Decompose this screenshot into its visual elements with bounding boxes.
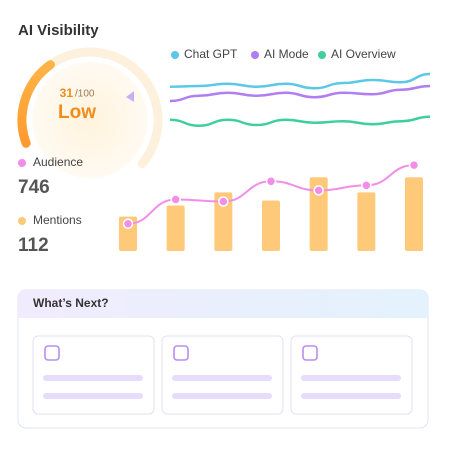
bar: [405, 177, 423, 251]
gauge-status: Low: [58, 102, 96, 123]
gauge-bg: [32, 62, 148, 178]
tile-icon: [173, 345, 189, 361]
legend-label: Mentions: [33, 213, 82, 227]
point: [218, 196, 229, 207]
point: [313, 185, 324, 196]
bar: [309, 177, 328, 251]
bar: [166, 205, 185, 251]
gauge-max: /100: [75, 89, 95, 100]
line: [169, 84, 431, 103]
legend-dot: [18, 159, 26, 167]
next-header: [18, 290, 428, 318]
placeholder-line: [301, 393, 401, 399]
placeholder-line: [172, 393, 272, 399]
point: [170, 194, 181, 205]
metric-value: 112: [18, 235, 49, 256]
legend-dot: [18, 217, 26, 225]
line: [169, 115, 431, 128]
gauge-value: 31: [60, 86, 74, 100]
legend-label: Audience: [33, 155, 83, 169]
bar: [214, 192, 233, 251]
point: [265, 176, 277, 187]
point: [408, 159, 420, 171]
placeholder-line: [172, 375, 272, 381]
next-title: What’s Next?: [33, 296, 109, 310]
line: [169, 72, 431, 90]
placeholder-line: [43, 375, 143, 381]
point: [361, 180, 372, 191]
point: [122, 218, 134, 229]
bar: [262, 200, 280, 251]
bar: [357, 192, 376, 251]
legend-label: AI Mode: [264, 47, 309, 61]
legend-dot: [318, 51, 326, 59]
legend-label: AI Overview: [331, 47, 396, 61]
title: AI Visibility: [18, 22, 99, 39]
legend-dot: [251, 51, 259, 59]
tile-icon: [302, 345, 318, 361]
placeholder-line: [43, 393, 143, 399]
legend-dot: [171, 51, 179, 59]
gauge-pointer: [126, 91, 134, 102]
placeholder-line: [301, 375, 401, 381]
gauge-arc: [17, 60, 55, 148]
tile-icon: [44, 345, 60, 361]
metric-value: 746: [18, 177, 50, 198]
legend-label: Chat GPT: [184, 47, 238, 61]
tiles: [32, 335, 413, 415]
